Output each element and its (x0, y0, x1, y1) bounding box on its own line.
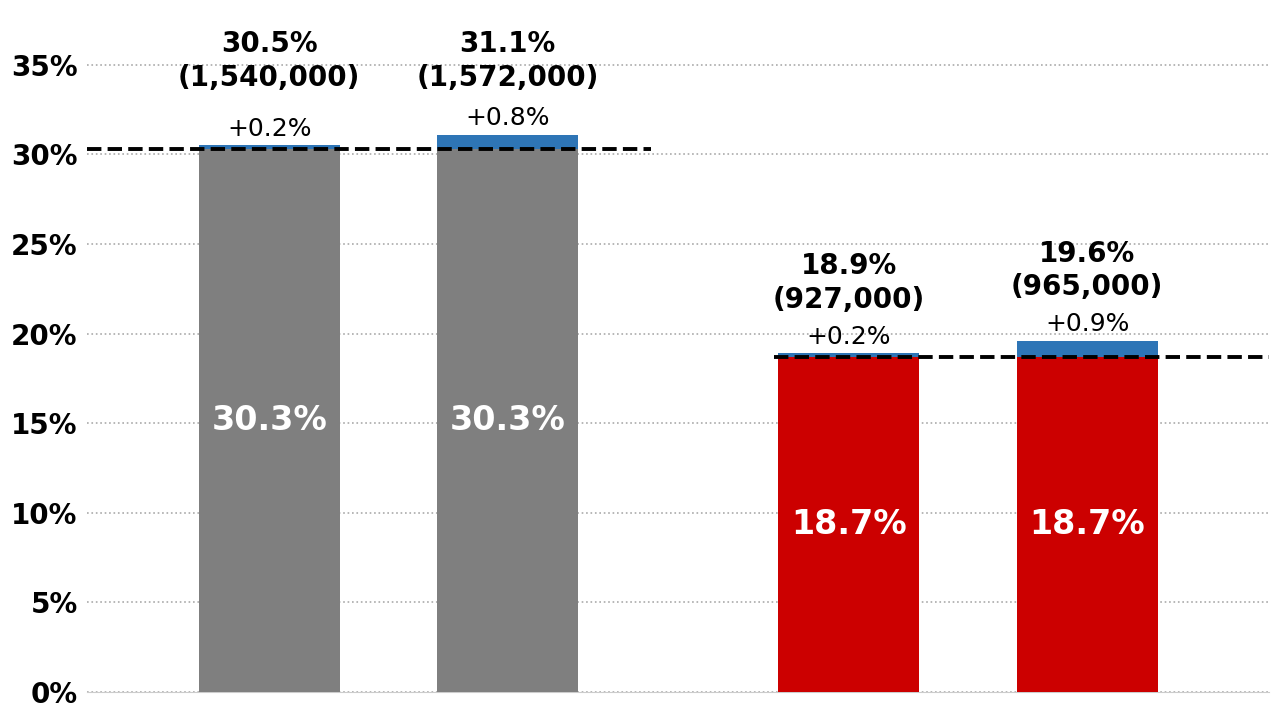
Text: 30.3%: 30.3% (211, 404, 328, 437)
Text: 18.7%: 18.7% (1029, 508, 1144, 541)
Text: 31.1%
(1,572,000): 31.1% (1,572,000) (416, 30, 599, 91)
Bar (438, 149, 579, 692)
Text: 18.7%: 18.7% (791, 508, 906, 541)
Bar (1016, 341, 1157, 357)
Bar (778, 357, 919, 692)
Text: +0.2%: +0.2% (227, 117, 311, 141)
Bar (198, 149, 339, 692)
Text: +0.9%: +0.9% (1044, 312, 1129, 336)
Text: 18.9%
(927,000): 18.9% (927,000) (772, 253, 924, 314)
Bar (438, 135, 579, 149)
Text: +0.8%: +0.8% (466, 107, 550, 130)
Text: +0.2%: +0.2% (806, 325, 891, 348)
Bar (778, 354, 919, 357)
Text: 30.5%
(1,540,000): 30.5% (1,540,000) (178, 30, 361, 91)
Text: 30.3%: 30.3% (449, 404, 566, 437)
Bar (1016, 357, 1157, 692)
Bar (198, 145, 339, 149)
Text: 19.6%
(965,000): 19.6% (965,000) (1011, 240, 1164, 302)
